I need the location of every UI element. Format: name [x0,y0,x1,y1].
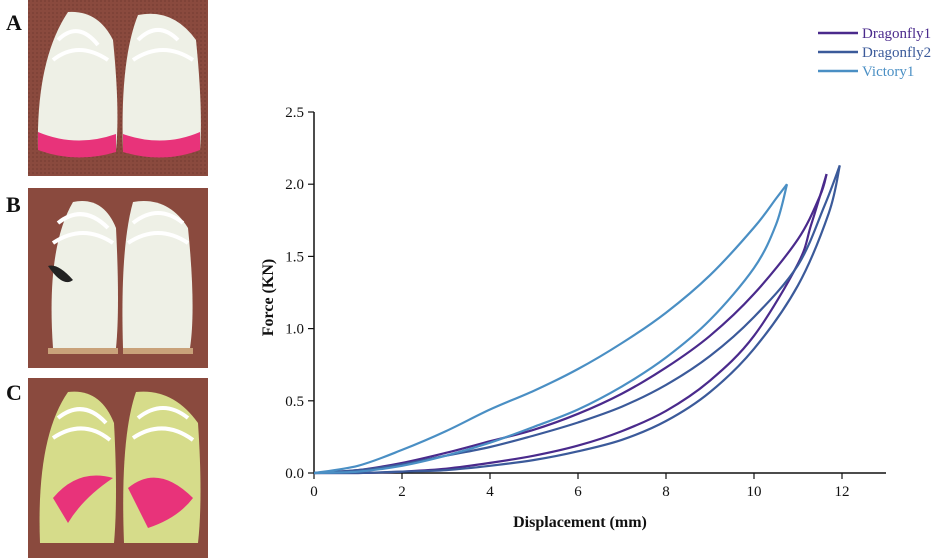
chart-axes: 0 2 4 6 8 10 12 0.0 0.5 1.0 1.5 2.0 2.5 Displacement … [260,105,886,531]
dragonfly1-unloading-curve [313,173,828,475]
x-tick-label: 6 [574,484,582,500]
shoe-photo-b [28,188,208,368]
legend-label-dragonfly1: Dragonfly1 [862,26,931,42]
shoe-photo-a [28,0,208,176]
x-tick-label: 8 [662,484,670,500]
legend-label-victory1: Victory1 [862,64,914,80]
x-tick-label: 2 [398,484,406,500]
x-axis-title: Displacement (mm) [513,514,647,531]
panel-label-b: B [6,192,21,217]
shoe-photo-c [28,378,208,558]
dragonfly2-loading-curve [313,165,841,475]
dragonfly2-unloading-curve [313,165,841,475]
dragonfly1-loading-curve [313,173,828,475]
y-tick-label: 2.5 [285,105,304,121]
y-axis-title: Force (KN) [260,259,277,336]
y-tick-label: 0.5 [285,394,304,410]
x-tick-label: 10 [747,484,762,500]
y-tick-label: 1.0 [285,322,304,338]
panel-label-c: C [6,380,22,405]
legend-label-dragonfly2: Dragonfly2 [862,45,931,61]
x-tick-label: 12 [835,484,850,500]
chart-curves [313,165,841,475]
y-tick-label: 2.0 [285,177,304,193]
chart-legend: Dragonfly1 Dragonfly2 Victory1 [818,26,931,80]
x-tick-label: 0 [310,484,318,500]
y-tick-label: 1.5 [285,249,304,265]
y-tick-label: 0.0 [285,466,304,482]
x-tick-label: 4 [486,484,494,500]
victory1-loading-curve [313,183,788,475]
victory1-unloading-curve [313,183,789,475]
panel-label-a: A [6,10,22,35]
